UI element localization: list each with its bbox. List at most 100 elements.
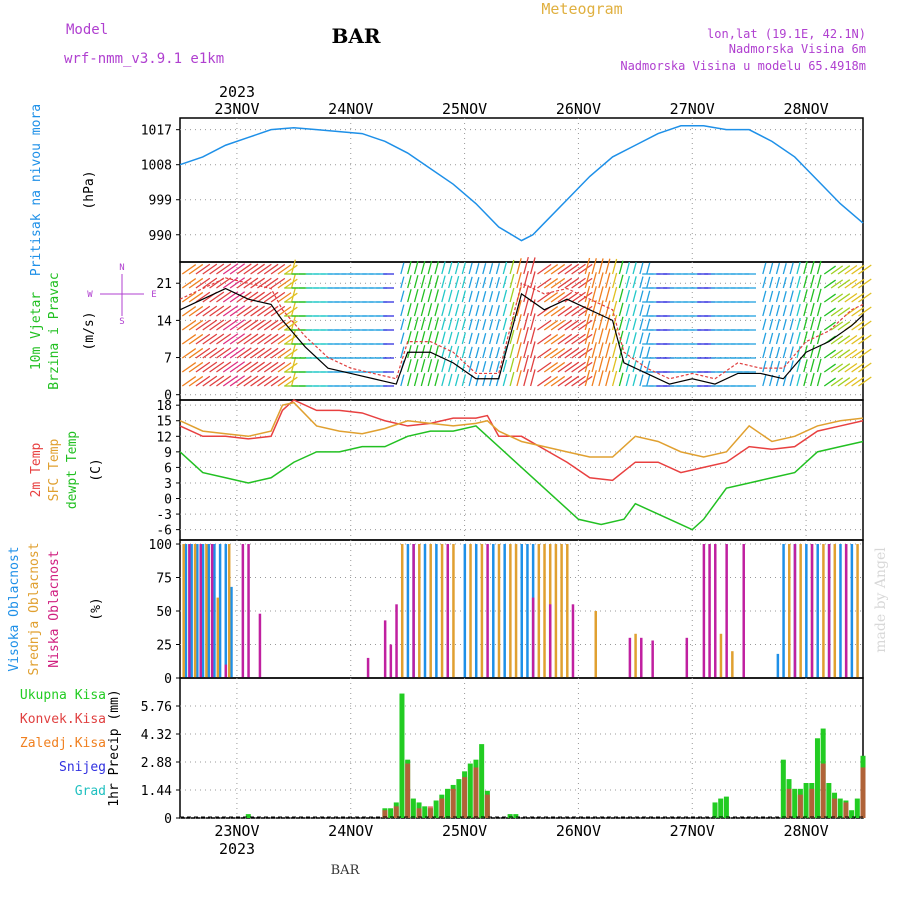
wind-arrow [475, 263, 480, 275]
wind-arrow [810, 344, 815, 359]
wind-arrow [639, 304, 644, 317]
wind-arrow [611, 342, 618, 359]
wind-arrow [523, 340, 529, 359]
wind-arrow [461, 318, 467, 331]
cloud-bar [651, 640, 654, 678]
y-tick-label: 14 [156, 314, 172, 329]
wind-arrow [441, 303, 446, 317]
compass-east: E [151, 290, 156, 300]
wind-arrow [454, 345, 460, 359]
wind-arrow [509, 371, 515, 387]
wind-arrow [202, 361, 218, 373]
wind-arrow [803, 331, 808, 345]
cloud-bar [714, 544, 717, 678]
wind-arrow [632, 318, 637, 331]
wind-arrow [222, 263, 239, 275]
wind-arrow [646, 346, 651, 359]
y-tick-label: 0 [164, 493, 172, 508]
precip-bar [780, 759, 786, 818]
wind-arrow [290, 273, 297, 289]
cloud-bar [383, 620, 387, 678]
ylabel-temp-dewpt: dewpt Temp [65, 431, 80, 509]
wind-arrow [837, 335, 851, 345]
cloud-bar [474, 544, 478, 678]
wind-arrow [816, 302, 822, 317]
wind-arrow [837, 321, 851, 331]
wind-arrow [407, 303, 412, 317]
cloud-bar [520, 544, 523, 678]
wind-arrow [844, 348, 858, 359]
wind-arrow [502, 317, 508, 331]
cloud-bar [702, 544, 706, 678]
wind-arrow [434, 289, 439, 303]
wind-arrow [475, 319, 480, 331]
wind-arrow [284, 376, 298, 387]
wind-arrow [427, 275, 433, 289]
precip-bar [388, 808, 394, 818]
cloud-bar [628, 637, 632, 678]
precip-bar [837, 798, 843, 818]
wind-arrow [216, 305, 232, 317]
wind-arrow [209, 319, 225, 331]
wind-arrow [290, 301, 297, 317]
wind-arrow [277, 278, 292, 289]
wind-arrow [762, 346, 767, 359]
wind-arrow [762, 360, 767, 373]
cloud-bar [480, 544, 484, 678]
wind-arrow [222, 305, 239, 317]
wind-arrow [454, 331, 460, 345]
precip-bar [422, 806, 428, 818]
wind-arrow [810, 358, 815, 373]
wind-arrow [495, 319, 500, 331]
wind-arrow [482, 347, 487, 359]
y-tick-label: 75 [156, 572, 172, 587]
wind-arrow [277, 362, 292, 373]
wind-arrow [775, 290, 781, 303]
precip-bar [809, 788, 815, 818]
wind-arrow [632, 332, 637, 345]
wind-arrow [181, 320, 197, 331]
wind-arrow [277, 376, 292, 387]
cloud-bar [224, 664, 228, 678]
wind-arrow [202, 263, 218, 275]
date-label-bottom: 23NOV [214, 822, 259, 840]
wind-arrow [427, 261, 433, 275]
wind-arrow [270, 319, 286, 331]
wind-arrow [236, 375, 252, 387]
wind-arrow [195, 319, 211, 331]
wind-arrow [263, 347, 279, 359]
wind-arrow [482, 291, 487, 303]
precip-bar [712, 802, 718, 818]
wind-arrow [523, 354, 529, 373]
cloud-bar [182, 544, 185, 678]
wind-arrow [482, 333, 487, 345]
wind-arrow [571, 305, 586, 317]
wind-arrow [550, 291, 566, 303]
wind-arrow [796, 317, 801, 331]
wind-arrow [605, 286, 611, 303]
wind-arrow [216, 375, 232, 387]
wind-arrow [584, 341, 591, 359]
wind-arrow [523, 326, 529, 345]
cloud-bar [230, 586, 233, 678]
wind-arrow [557, 263, 573, 275]
wind-arrow [284, 264, 298, 275]
wind-arrow [475, 375, 480, 387]
wind-arrow [598, 300, 604, 317]
cloud-bar [224, 544, 228, 678]
wind-arrow [434, 359, 439, 373]
wind-arrow [188, 305, 204, 317]
wind-arrow [222, 347, 239, 359]
precip-bar [484, 794, 490, 818]
y-tick-label: 1017 [141, 124, 172, 139]
wind-arrow [195, 291, 211, 303]
wind-arrow [222, 319, 239, 331]
wind-arrow [482, 277, 487, 289]
wind-arrow [482, 305, 487, 317]
wind-arrow [482, 375, 487, 387]
unit-wind: (m/s) [82, 311, 97, 350]
model-label: Model [66, 22, 108, 38]
wind-arrow [441, 275, 446, 289]
cloud-bar [566, 544, 569, 678]
wind-arrow [837, 363, 851, 373]
